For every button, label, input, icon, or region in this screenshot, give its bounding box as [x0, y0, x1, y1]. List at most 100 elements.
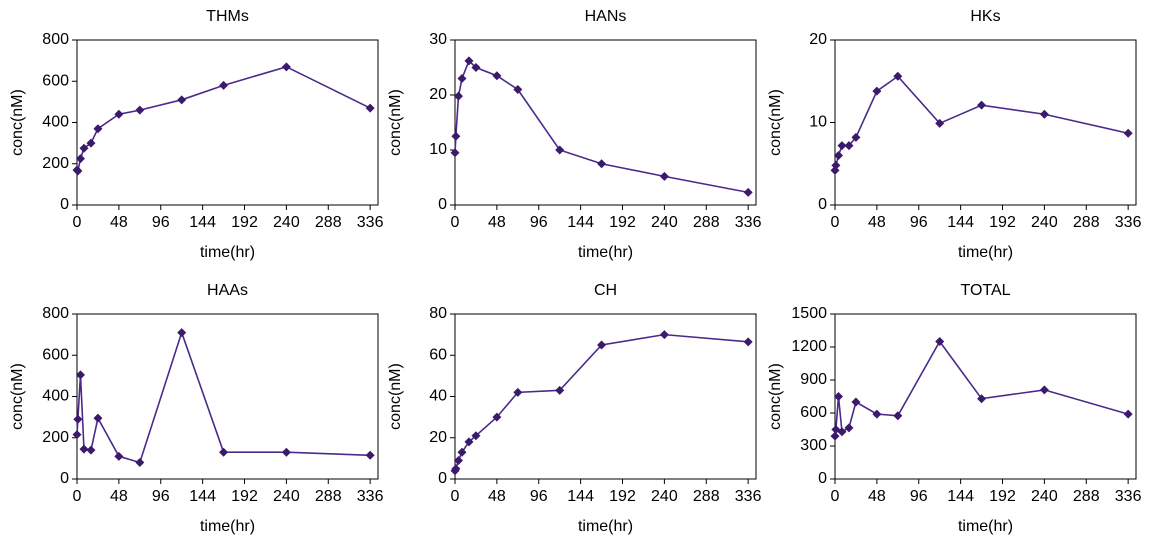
y-tick-label: 0: [438, 470, 447, 487]
y-tick-label: 20: [809, 31, 827, 48]
y-tick-label: 1500: [791, 305, 827, 322]
y-tick-label: 900: [800, 371, 827, 388]
panel-title: HANs: [585, 8, 627, 25]
data-point: [597, 159, 607, 169]
y-tick-label: 0: [818, 196, 827, 213]
y-axis-label: conc(nM): [767, 363, 784, 430]
y-tick-label: 200: [42, 429, 69, 446]
x-tick-label: 336: [1115, 488, 1142, 505]
y-tick-label: 200: [42, 155, 69, 172]
y-tick-label: 800: [42, 31, 69, 48]
x-tick-label: 336: [735, 488, 762, 505]
data-line: [454, 333, 749, 472]
data-point: [365, 103, 375, 113]
data-point: [114, 109, 124, 119]
y-tick-label: 10: [429, 141, 447, 158]
x-tick-label: 240: [1031, 488, 1058, 505]
data-point: [281, 62, 291, 72]
x-tick-label: 240: [651, 488, 678, 505]
data-line: [76, 330, 371, 464]
y-tick-label: 60: [429, 346, 447, 363]
y-tick-label: 80: [429, 305, 447, 322]
x-axis-label: time(hr): [200, 244, 255, 261]
data-point: [1039, 385, 1049, 395]
panel: HAAs time(hr) conc(nM) 0 48 96 144 192 240 288 336…: [9, 282, 383, 535]
data-point: [93, 124, 103, 134]
data-point: [659, 330, 669, 340]
x-tick-label: 48: [110, 488, 128, 505]
data-point: [492, 412, 502, 422]
x-tick-label: 96: [152, 214, 170, 231]
data-point: [79, 444, 89, 454]
y-tick-label: 20: [429, 429, 447, 446]
x-tick-label: 96: [910, 488, 928, 505]
x-tick-label: 144: [567, 488, 594, 505]
x-tick-label: 288: [1073, 488, 1100, 505]
data-point: [935, 337, 945, 346]
panel-title: TOTAL: [960, 282, 1010, 299]
panel: CH time(hr) conc(nM) 0 48 96 144 192 240 288 336 0 2…: [387, 282, 761, 535]
y-tick-label: 600: [42, 72, 69, 89]
x-axis-label: time(hr): [958, 244, 1013, 261]
x-tick-label: 288: [693, 488, 720, 505]
data-point: [453, 91, 463, 101]
x-tick-label: 144: [947, 214, 974, 231]
x-tick-label: 0: [831, 214, 840, 231]
data-point: [471, 63, 481, 72]
data-point: [72, 430, 82, 440]
x-tick-label: 240: [1031, 214, 1058, 231]
panel-title: THMs: [206, 8, 249, 25]
data-point: [365, 450, 375, 460]
data-point: [453, 455, 463, 465]
x-tick-label: 0: [73, 214, 82, 231]
data-point: [513, 85, 523, 94]
data-point: [831, 160, 841, 170]
data-point: [893, 411, 903, 421]
x-axis-label: time(hr): [578, 518, 633, 535]
x-tick-label: 144: [567, 214, 594, 231]
data-line: [834, 340, 1129, 437]
data-point: [659, 171, 669, 181]
x-tick-label: 336: [357, 488, 384, 505]
plot-frame: [76, 39, 379, 206]
data-point: [1123, 409, 1133, 419]
x-tick-label: 240: [273, 214, 300, 231]
x-tick-label: 144: [189, 488, 216, 505]
data-point: [177, 328, 187, 338]
x-axis-label: time(hr): [958, 518, 1013, 535]
y-tick-label: 30: [429, 31, 447, 48]
y-tick-label: 300: [800, 437, 827, 454]
data-point: [555, 145, 565, 155]
data-point: [219, 80, 229, 90]
data-point: [1123, 128, 1133, 138]
y-tick-label: 1200: [791, 338, 827, 355]
x-tick-label: 288: [693, 214, 720, 231]
data-point: [977, 100, 987, 110]
y-axis-label: conc(nM): [767, 89, 784, 156]
data-point: [75, 154, 85, 164]
y-tick-label: 10: [809, 114, 827, 131]
data-point: [555, 385, 565, 395]
data-point: [513, 387, 523, 397]
data-point: [86, 138, 96, 148]
panel-title: CH: [594, 282, 617, 299]
x-tick-label: 96: [530, 488, 548, 505]
data-point: [75, 370, 85, 380]
data-point: [93, 413, 103, 423]
x-tick-label: 240: [273, 488, 300, 505]
data-point: [830, 431, 840, 441]
data-point: [492, 71, 502, 81]
data-line: [454, 59, 749, 194]
y-tick-label: 400: [42, 388, 69, 405]
x-tick-label: 336: [357, 214, 384, 231]
x-tick-label: 336: [1115, 214, 1142, 231]
x-tick-label: 0: [451, 488, 460, 505]
panel-title: HAAs: [207, 282, 248, 299]
data-point: [464, 56, 474, 66]
panel-title: HKs: [970, 8, 1000, 25]
data-point: [844, 423, 854, 433]
data-point: [457, 447, 467, 457]
x-tick-label: 288: [315, 488, 342, 505]
y-tick-label: 0: [60, 196, 69, 213]
x-tick-label: 288: [1073, 214, 1100, 231]
